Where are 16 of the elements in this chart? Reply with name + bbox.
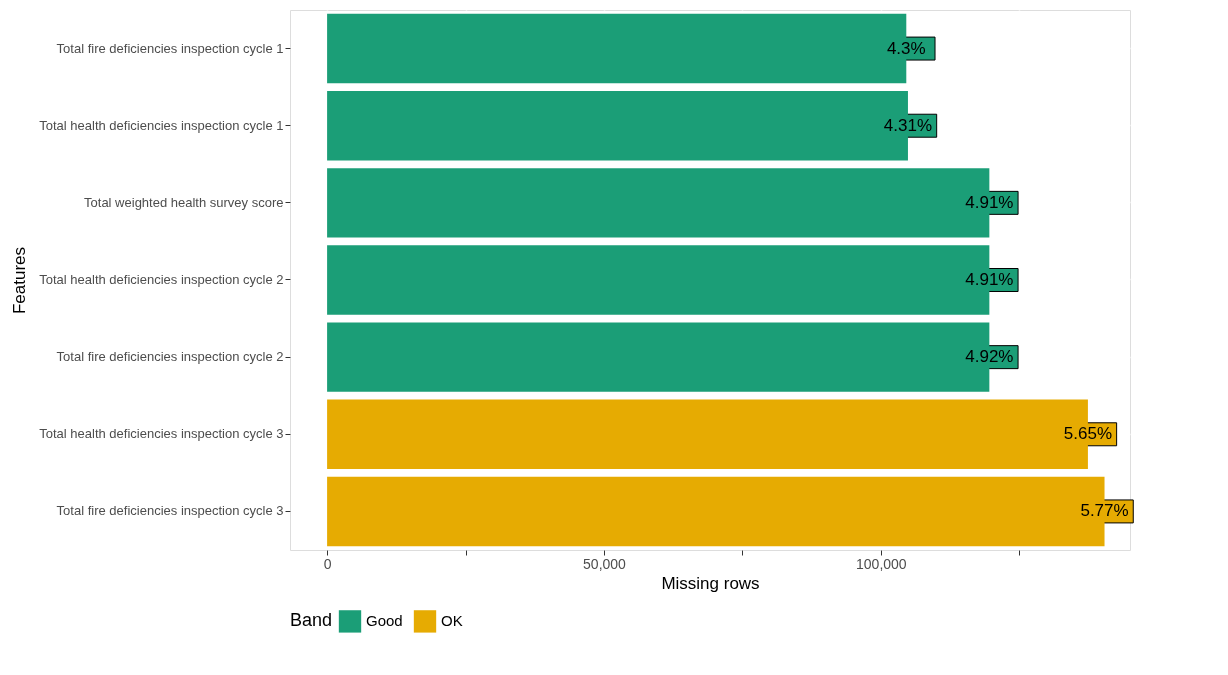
y-tick-label: Total health deficiencies inspection cycle 2 — [39, 272, 284, 287]
y-tick-label: Total fire deficiencies inspection cycle 2 — [56, 349, 284, 365]
x-tick-label: 50,000 — [583, 555, 627, 572]
y-tick-label: Total health deficiencies inspection cycle 3 — [39, 426, 284, 442]
y-tick-label: Total fire deficiencies inspection cycle 3 — [56, 503, 284, 519]
x-tick-label: 100,000 — [856, 555, 907, 572]
y-axis-title: Features — [9, 246, 29, 315]
legend-title: Band — [290, 610, 333, 630]
x-tick-label: 0 — [323, 555, 332, 572]
y-tick-label: Total weighted health survey score — [84, 194, 284, 210]
y-tick-label: Total fire deficiencies inspection cycle 1 — [56, 40, 284, 56]
y-tick-label: Total health deficiencies inspection cycle 1 — [39, 117, 284, 133]
legend-label: OK — [441, 612, 463, 630]
x-axis-title: Missing rows — [661, 573, 760, 593]
legend-label: Good — [366, 612, 403, 630]
annotation: 4.31% — [883, 115, 933, 135]
